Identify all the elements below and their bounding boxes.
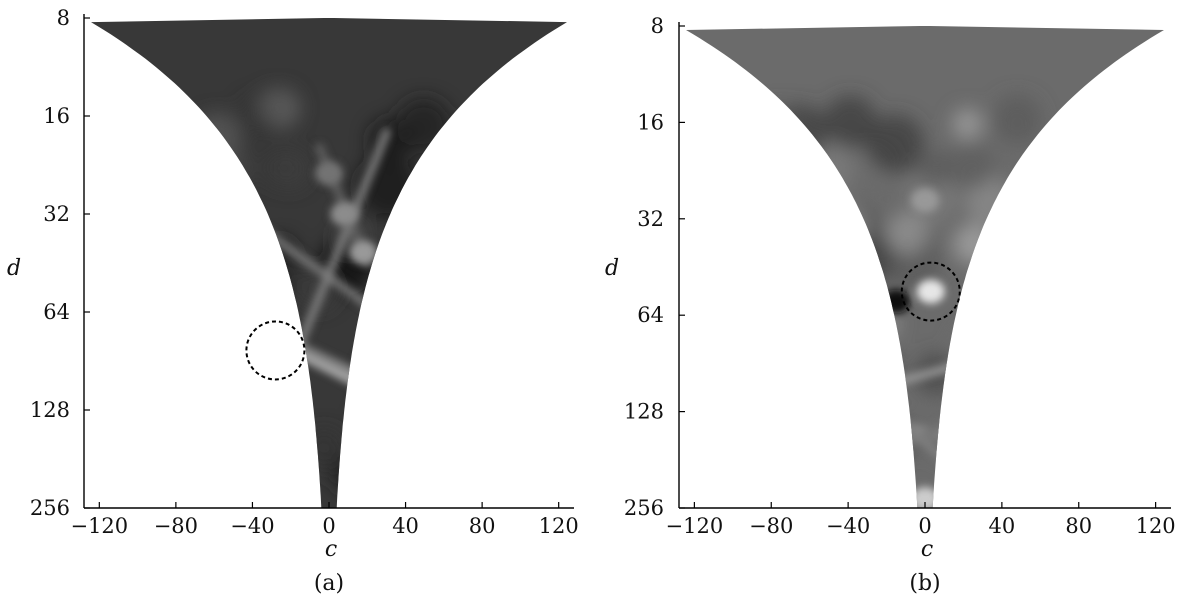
panel-b-blob-5	[968, 421, 997, 446]
panel-b-y-axis-label: d	[605, 256, 619, 281]
panel-b-highlight-circle	[900, 261, 961, 322]
panel-a-x-tick-label: −120	[70, 514, 128, 538]
panel-a-y-tick-label: 16	[43, 104, 70, 128]
panel-a-blob-3	[349, 240, 378, 265]
panel-a-blob-1	[261, 338, 290, 363]
panel-b-x-tick-label: 40	[989, 514, 1016, 538]
panel-a-y-tick-label: 128	[30, 398, 70, 422]
panel-b-x-tick-label: 80	[1065, 514, 1092, 538]
panel-a-blob-4	[315, 161, 343, 186]
panel-b-y-tick-label: 16	[637, 110, 664, 134]
panel-b-x-tick-label: −80	[749, 514, 793, 538]
panel-a-caption: (a)	[314, 571, 344, 596]
panel-a-streak-5	[228, 384, 296, 508]
panel-b-blob-3	[911, 188, 939, 213]
panel-b-x-tick-label: 120	[1136, 514, 1176, 538]
panel-b-x-tick-label: −120	[666, 514, 724, 538]
panel-b-x-axis-label: c	[921, 537, 933, 562]
panel-a-y-tick-label: 256	[30, 496, 70, 520]
panel-a-plot: 8 16 32 64 128 256−120 −80 −40 0 40 80 120 c d (a)	[7, 6, 579, 596]
panel-a-x-tick-label: 80	[469, 514, 496, 538]
panel-a-x-tick-label: 0	[322, 514, 335, 538]
panel-b-blob-4	[718, 390, 747, 415]
panel-b-y-tick-label: 8	[651, 14, 664, 38]
panel-b-x-tick-label: −40	[826, 514, 870, 538]
panel-a-y-tick-label: 8	[57, 6, 70, 30]
panel-a-blob-5	[123, 486, 152, 508]
panel-a-x-axis-label: c	[325, 537, 337, 562]
panel-a-y-tick-label: 64	[43, 300, 70, 324]
panel-b-x-tick-label: 0	[918, 514, 931, 538]
panel-b-blob-2	[882, 289, 911, 314]
panel-a-highlight-circle	[245, 320, 306, 381]
panel-a-x-tick-label: −40	[230, 514, 274, 538]
panel-b-y-tick-label: 32	[637, 207, 664, 231]
panel-a-y-tick-label: 32	[43, 202, 70, 226]
panel-b-streak-3	[747, 386, 1141, 479]
panel-a-y-axis-label: d	[7, 256, 21, 281]
panel-b-blob-1	[916, 279, 945, 304]
panel-a-blob-2	[330, 202, 359, 226]
panel-b-y-tick-label: 64	[637, 303, 664, 327]
panel-a-x-tick-label: −80	[154, 514, 198, 538]
panel-b-blob-6	[911, 487, 939, 508]
panel-b-plot: 8 16 32 64 128 256−120 −80 −40 0 40 80 120 c d (b)	[605, 14, 1176, 596]
panel-a-x-tick-label: 40	[392, 514, 419, 538]
panel-b-y-tick-label: 128	[624, 400, 664, 424]
panel-a-x-tick-label: 120	[539, 514, 579, 538]
panel-b-y-tick-label: 256	[624, 496, 664, 520]
panel-b-caption: (b)	[909, 571, 940, 596]
